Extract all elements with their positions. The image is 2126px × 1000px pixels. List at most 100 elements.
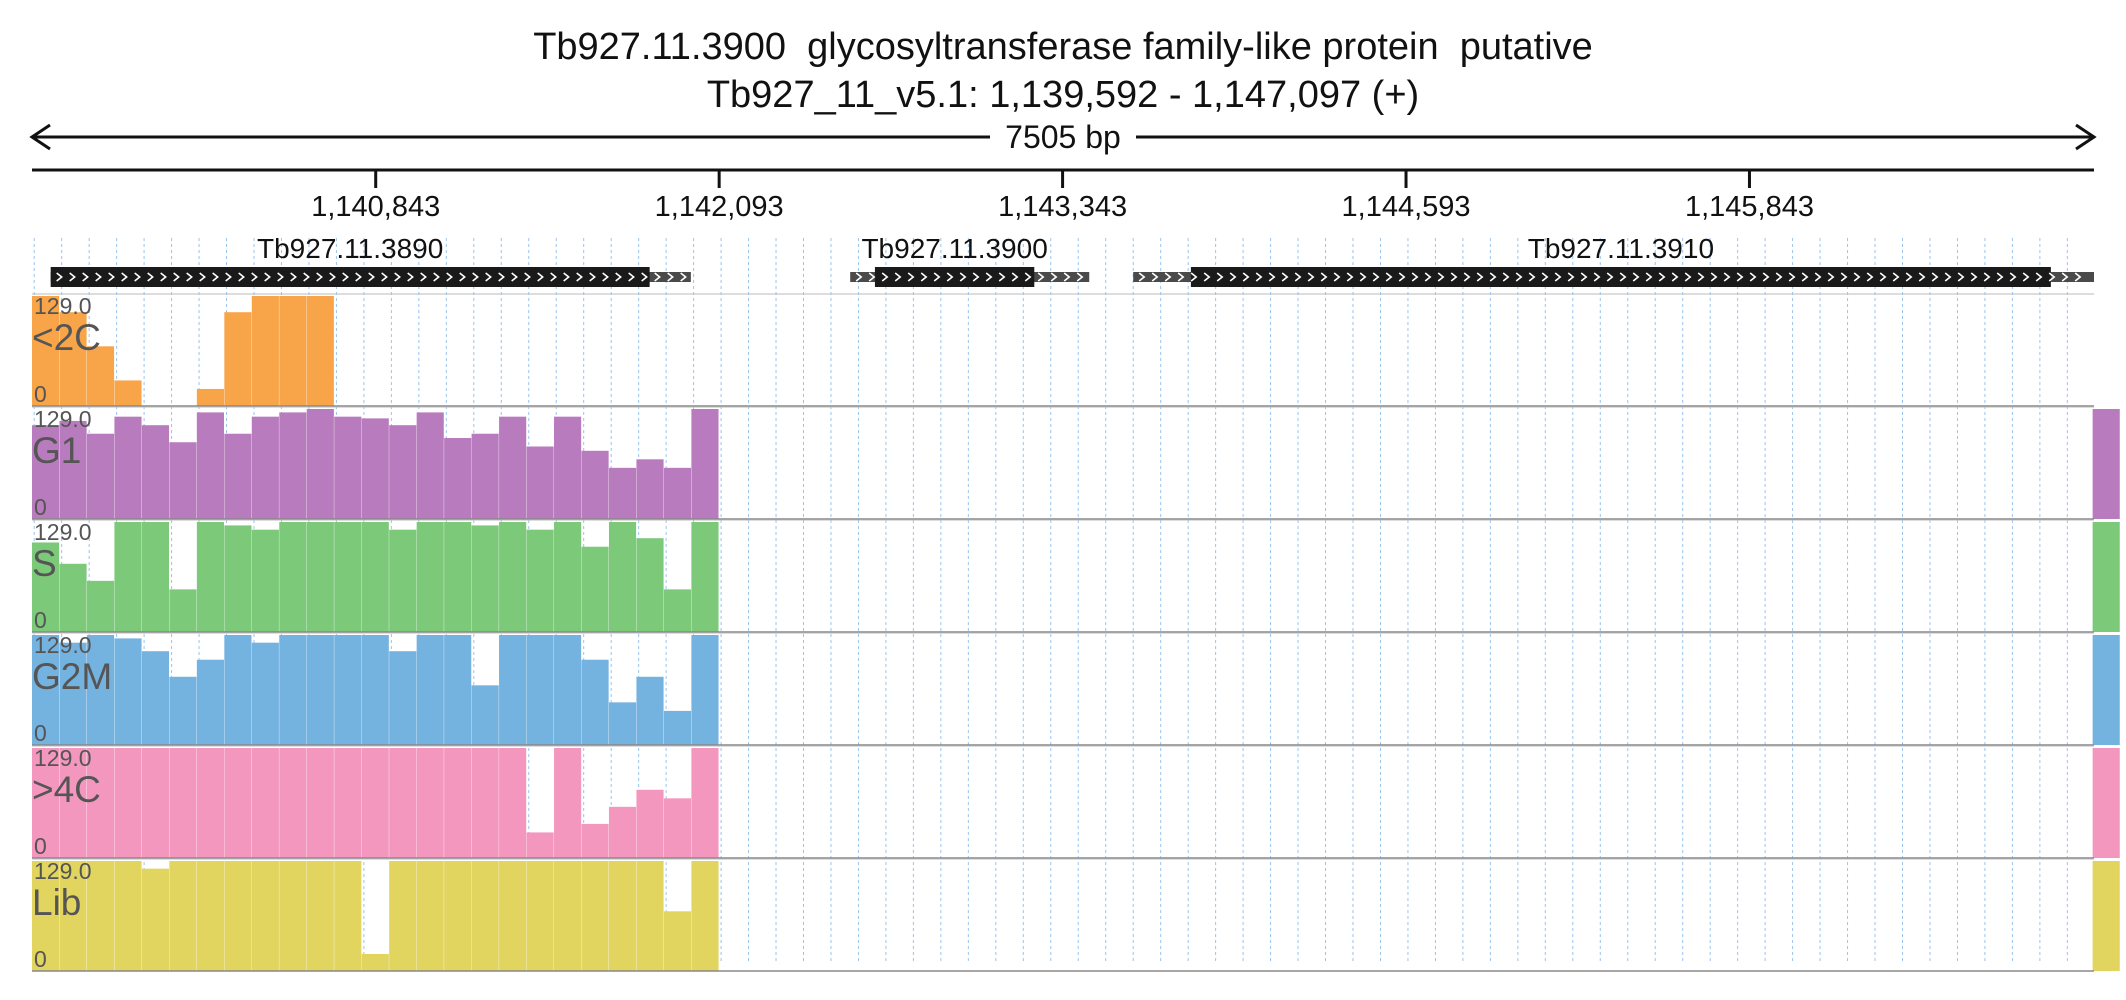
coverage-bar: [526, 832, 554, 858]
coverage-bar: [86, 748, 115, 858]
span-left-arrowhead: [29, 123, 51, 151]
gene-label: Tb927.11.3890: [257, 233, 443, 264]
coverage-bar: [389, 861, 417, 971]
coverage-bar: [32, 861, 60, 971]
gene-track: Tb927.11.3890 Tb927.11.3900 Tb927.11.3910: [50, 233, 2094, 287]
coverage-bar: [2092, 861, 2120, 971]
gene-model[interactable]: Tb927.11.3910: [1133, 233, 2094, 287]
span-right-arrowhead: [2075, 123, 2097, 151]
coverage-bar: [526, 861, 554, 971]
track-scale-max: 129.0: [34, 406, 92, 432]
coverage-bar: [224, 525, 252, 632]
coverage-bar: [2092, 522, 2120, 632]
coverage-bar: [32, 635, 60, 745]
track-name: G2M: [32, 656, 112, 697]
coverage-bar: [224, 433, 252, 519]
coverage-track: 129.0 0 <2C: [32, 293, 2094, 407]
coverage-bar: [554, 522, 582, 632]
coverage-bar: [471, 748, 499, 858]
coverage-bar: [32, 296, 60, 406]
axis-tick-label: 1,142,093: [655, 191, 784, 223]
coverage-bar: [86, 433, 115, 519]
coverage-bar: [59, 748, 87, 858]
coverage-bar: [499, 748, 527, 858]
coverage-bar: [224, 748, 252, 858]
coverage-bar: [114, 861, 142, 971]
axis-tick-label: 1,143,343: [998, 191, 1127, 223]
coverage-bar: [279, 522, 307, 632]
coverage-bar: [334, 861, 362, 971]
coverage-bar: [86, 861, 115, 971]
coverage-bar: [251, 416, 279, 519]
track-scale-min: 0: [34, 381, 47, 407]
coverage-bar: [196, 412, 224, 519]
coverage-bar: [196, 388, 224, 406]
coverage-bar: [608, 467, 637, 519]
coverage-bar: [196, 748, 224, 858]
coverage-bar: [526, 446, 554, 519]
coverage-bar: [691, 522, 719, 632]
gene-cds: [1190, 267, 2051, 287]
coverage-bar: [499, 861, 527, 971]
track-scale-min: 0: [34, 946, 47, 972]
coverage-bar: [114, 748, 142, 858]
coverage-bar: [636, 861, 664, 971]
coverage-bar: [471, 685, 499, 745]
strand-arrows: [855, 272, 1084, 282]
gene-model[interactable]: Tb927.11.3900: [850, 233, 1090, 287]
track-name: S: [32, 543, 57, 584]
coverage-bar: [663, 589, 692, 632]
coverage-bar: [389, 529, 417, 632]
span-length-label: 7505 bp: [1005, 119, 1121, 155]
chart-subtitle: Tb927_11_v5.1: 1,139,592 - 1,147,097 (+): [707, 74, 1419, 116]
coverage-bar: [389, 651, 417, 745]
coverage-bar: [279, 296, 307, 406]
axis-tick-label: 1,144,593: [1342, 191, 1471, 223]
track-scale-max: 129.0: [34, 858, 92, 884]
coverage-bar: [416, 412, 444, 519]
coverage-bar: [251, 529, 279, 632]
gene-label: Tb927.11.3910: [1528, 233, 1714, 264]
coverage-bar: [334, 416, 362, 519]
coverage-bar: [169, 589, 197, 632]
coverage-bar: [279, 861, 307, 971]
coverage-bar: [389, 748, 417, 858]
coverage-bar: [554, 748, 582, 858]
coverage-bar: [499, 416, 527, 519]
coverage-bar: [251, 296, 279, 406]
coverage-bar: [306, 522, 334, 632]
axis-tick-label: 1,140,843: [311, 191, 440, 223]
coverage-bar: [361, 748, 389, 858]
coverage-bar: [196, 659, 224, 745]
coverage-bar: [306, 409, 334, 519]
gene-model[interactable]: Tb927.11.3890: [50, 233, 691, 287]
coverage-bar: [581, 546, 609, 632]
coverage-bar: [2092, 748, 2120, 858]
coverage-track: 129.0 0 G2M: [32, 632, 2120, 746]
coverage-bar: [663, 710, 692, 745]
coverage-bar: [334, 522, 362, 632]
gene-cds: [50, 267, 650, 287]
track-name: >4C: [32, 769, 101, 810]
coverage-bar: [141, 748, 170, 858]
coverage-bar: [59, 420, 87, 519]
coverage-tracks: 129.00<2C129.00G1129.00S129.00G2M129.00>…: [32, 293, 2120, 972]
coverage-track: 129.0 0 G1: [32, 406, 2120, 520]
track-name: G1: [32, 430, 81, 471]
coverage-bar: [334, 635, 362, 745]
track-scale-max: 129.0: [34, 632, 92, 658]
coverage-bar: [361, 418, 389, 519]
coverage-bar: [224, 635, 252, 745]
coverage-bar: [691, 409, 719, 519]
coverage-bar: [224, 861, 252, 971]
coverage-track: 129.0 0 S: [32, 519, 2120, 633]
coverage-bar: [59, 312, 87, 406]
coverage-bar: [306, 635, 334, 745]
coverage-bar: [526, 529, 554, 632]
coverage-bar: [114, 380, 142, 406]
coverage-bar: [526, 635, 554, 745]
coverage-bar: [636, 459, 664, 519]
coverage-bar: [59, 861, 87, 971]
coverage-bar: [86, 580, 115, 632]
